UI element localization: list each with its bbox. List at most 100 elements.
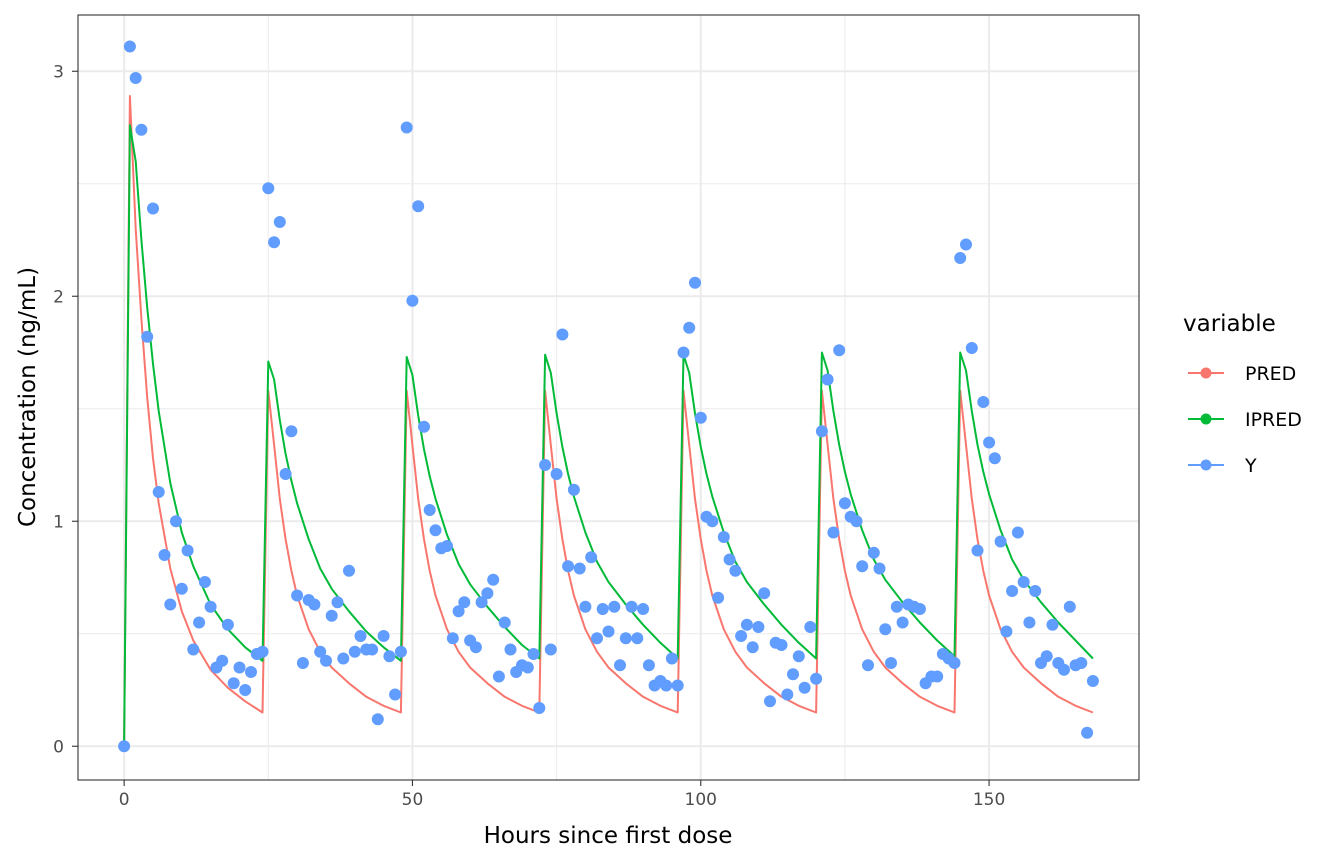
data-point	[1086, 675, 1099, 687]
data-point	[233, 661, 246, 674]
series-points-y	[118, 40, 1099, 753]
data-point	[1023, 616, 1036, 629]
legend-key-point	[1200, 459, 1212, 471]
data-point	[544, 643, 557, 656]
data-point	[354, 630, 367, 642]
data-point	[781, 688, 794, 701]
data-point	[585, 551, 598, 564]
data-point	[913, 603, 926, 615]
data-point	[994, 535, 1007, 548]
data-point	[602, 625, 615, 638]
data-point	[279, 468, 292, 480]
data-point	[123, 40, 136, 53]
data-point	[1046, 618, 1059, 631]
data-point	[988, 452, 1001, 465]
data-point	[498, 616, 511, 629]
data-point	[1040, 650, 1053, 663]
data-point	[683, 321, 696, 334]
data-point	[256, 645, 269, 658]
data-point	[619, 632, 632, 645]
data-point	[262, 182, 275, 195]
panel-border	[77, 14, 1140, 781]
data-point	[175, 582, 188, 595]
data-point	[740, 618, 753, 631]
data-point	[366, 643, 379, 656]
data-point	[758, 587, 771, 600]
data-point	[556, 328, 569, 341]
data-point	[873, 562, 886, 575]
data-point	[706, 515, 719, 528]
data-point	[337, 652, 350, 665]
data-point	[562, 560, 575, 573]
y-tick-label: 2	[53, 287, 64, 307]
data-point	[550, 468, 563, 480]
data-point	[960, 238, 972, 251]
data-point	[983, 436, 996, 449]
data-point	[527, 648, 540, 660]
data-point	[1029, 585, 1042, 597]
data-point	[827, 526, 840, 539]
data-point	[383, 650, 396, 663]
data-point	[412, 200, 425, 213]
data-point	[746, 641, 759, 654]
data-point	[567, 483, 580, 496]
legend-key-y	[1188, 459, 1224, 471]
x-axis: 0 50 100 150	[119, 780, 1005, 810]
legend-key-pred	[1188, 367, 1224, 379]
data-point	[631, 632, 644, 645]
data-point	[977, 396, 990, 408]
data-point	[423, 504, 436, 516]
data-point	[221, 618, 234, 631]
x-axis-title: Hours since first dose	[484, 823, 733, 849]
data-point	[394, 645, 407, 658]
data-point	[389, 688, 402, 701]
data-point	[118, 740, 131, 753]
data-point	[170, 515, 182, 528]
data-point	[723, 553, 736, 566]
data-point	[418, 420, 430, 433]
data-point	[608, 600, 621, 613]
data-point	[792, 650, 805, 663]
data-point	[446, 632, 459, 645]
data-point	[896, 616, 909, 629]
data-point	[314, 645, 327, 658]
data-point	[164, 598, 177, 611]
data-point	[931, 670, 944, 683]
legend-key-point	[1200, 413, 1212, 425]
data-point	[152, 486, 165, 498]
data-point	[1075, 657, 1088, 669]
data-point	[833, 344, 846, 357]
y-tick-label: 1	[53, 512, 64, 532]
data-point	[815, 425, 828, 438]
data-point	[948, 657, 961, 669]
data-point	[625, 600, 638, 613]
data-point	[371, 713, 384, 726]
x-tick-label: 100	[685, 790, 717, 810]
y-axis: 0 1 2 3	[53, 62, 78, 757]
data-point	[521, 661, 534, 674]
data-point	[245, 666, 257, 678]
legend-key-point	[1200, 367, 1212, 379]
data-point	[614, 659, 626, 672]
data-point	[129, 72, 142, 84]
data-point	[377, 630, 390, 642]
x-tick-label: 0	[119, 790, 130, 810]
data-point	[135, 123, 148, 136]
data-point	[838, 497, 851, 510]
series-line-ipred	[123, 124, 1094, 747]
data-point	[671, 679, 684, 692]
data-point	[890, 600, 903, 613]
data-point	[487, 573, 500, 586]
data-point	[1081, 726, 1094, 739]
y-tick-label: 3	[53, 62, 64, 82]
data-point	[533, 702, 546, 714]
data-point	[729, 564, 742, 577]
data-point	[198, 576, 211, 588]
data-point	[273, 216, 286, 228]
data-point	[596, 603, 609, 615]
data-point	[787, 668, 799, 681]
data-point	[579, 600, 592, 613]
data-point	[775, 639, 788, 651]
data-point	[331, 596, 344, 609]
